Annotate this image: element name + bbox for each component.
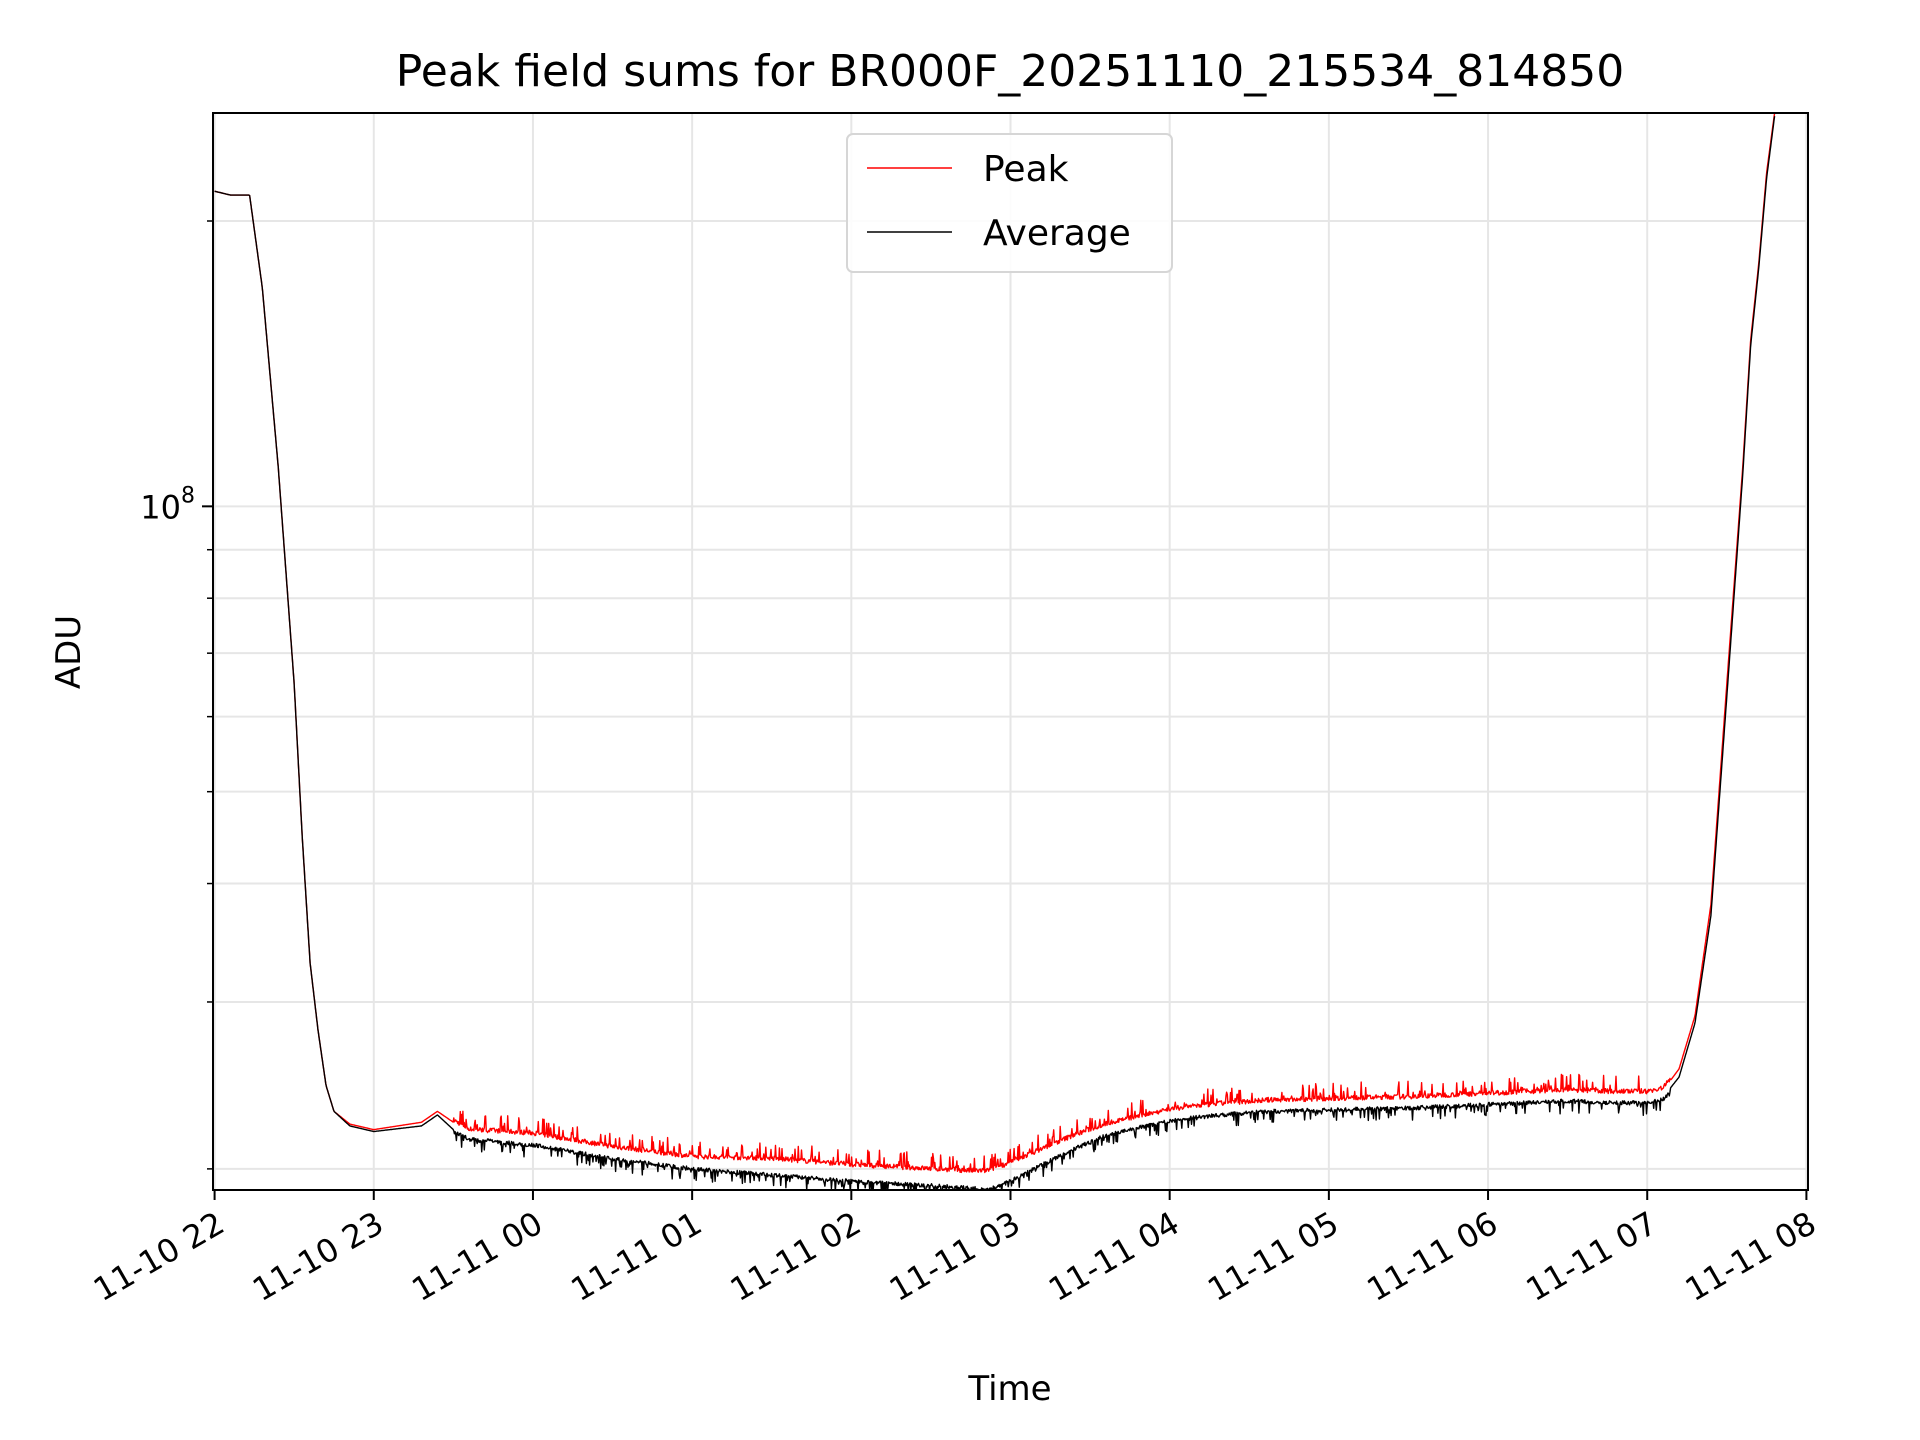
series-group [214,113,1776,1190]
y-axis-label: ADU [49,615,89,689]
y-tick-label: 108 [140,483,195,526]
y-tick-label-exponent: 8 [181,483,195,508]
grid-lines [213,113,1808,1190]
legend: Peak Average [846,133,1173,273]
y-axis-ticks: 108 [140,220,213,1170]
series-line-peak [214,113,1776,1174]
legend-label-average: Average [983,213,1131,254]
series-line-average [214,116,1776,1190]
legend-label-peak: Peak [983,149,1069,190]
y-tick-label-base: 10 [140,488,181,526]
x-axis-label: Time [967,1369,1051,1409]
chart-title: Peak field sums for BR000F_20251110_2155… [396,46,1624,97]
